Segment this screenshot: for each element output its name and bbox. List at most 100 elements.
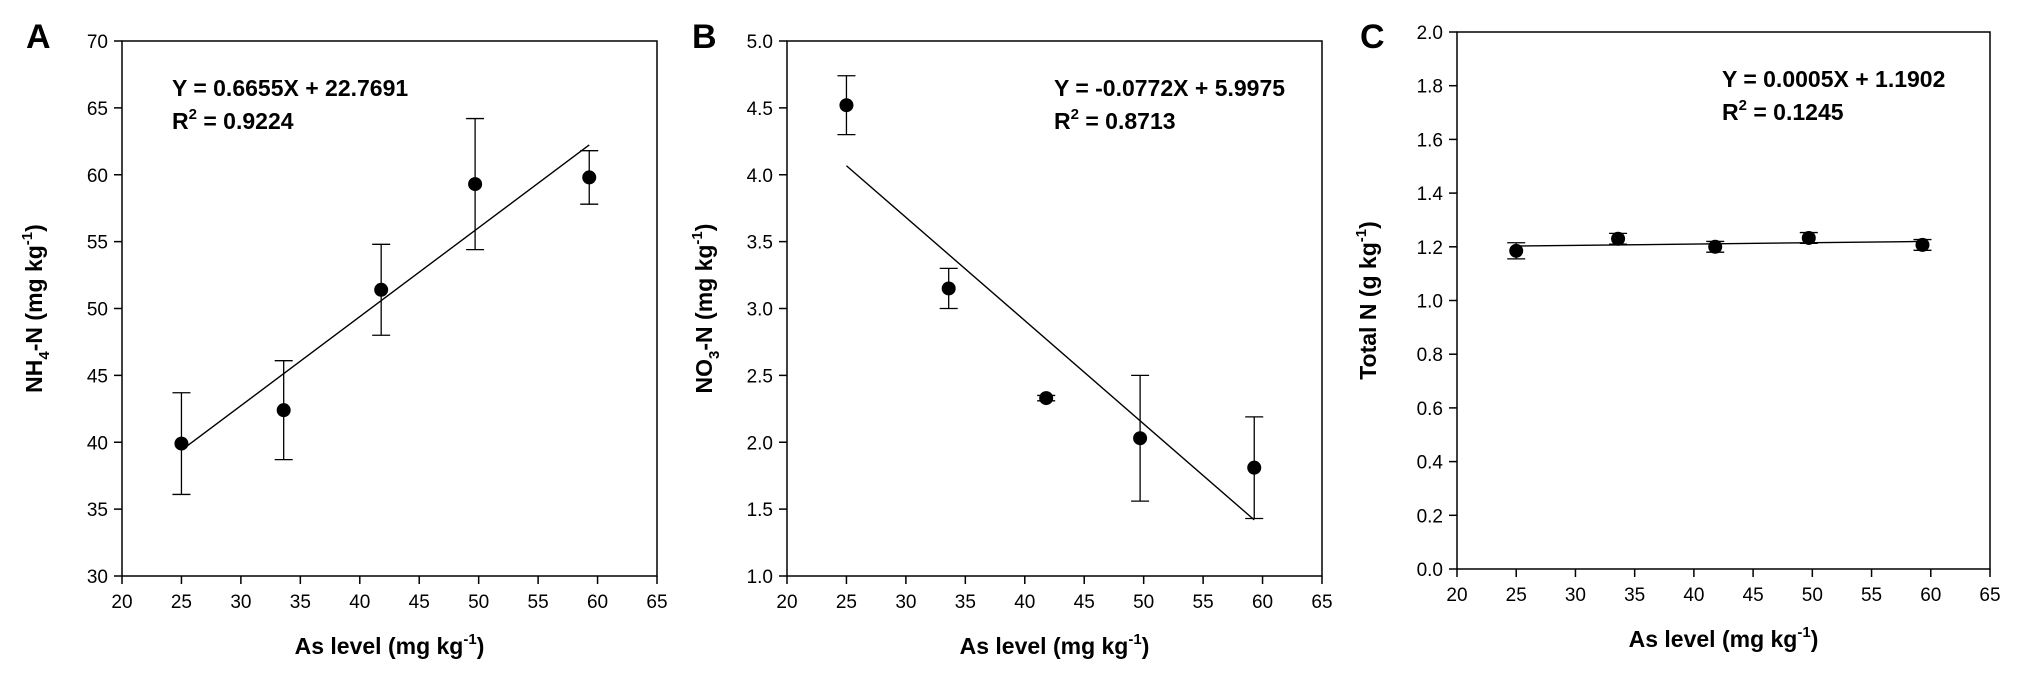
y-tick-label: 0.6 [1417,399,1443,420]
data-point [1611,231,1626,246]
x-tick-label: 55 [528,592,549,613]
data-point [1915,237,1930,252]
y-tick-label: 5.0 [747,32,773,53]
y-tick-label: 40 [87,433,108,454]
r-squared: R2 = 0.1245 [1722,97,1844,125]
x-tick-label: 35 [1624,585,1645,606]
regression-equation: Y = -0.0772X + 5.9975 [1054,75,1285,101]
x-tick-label: 60 [1252,592,1273,613]
x-tick-label: 40 [349,592,370,613]
x-tick-label: 40 [1683,585,1704,606]
y-tick-label: 1.0 [1417,292,1443,313]
x-tick-label: 40 [1014,592,1035,613]
x-tick-label: 60 [1920,585,1941,606]
data-point [839,98,854,113]
y-tick-label: 1.2 [1417,238,1443,259]
x-tick-label: 45 [1743,585,1764,606]
regression-line [845,165,1255,521]
y-tick-label: 2.0 [1417,23,1443,44]
data-point [174,436,189,451]
data-point [276,403,291,418]
x-axis-title: As level (mg kg-1) [1629,624,1819,652]
x-tick-label: 50 [1133,592,1154,613]
y-tick-label: 4.5 [747,99,773,120]
x-axis-title-sup: -1 [1128,631,1141,648]
x-tick-label: 20 [776,592,797,613]
y-axis-title-base: Total N (g kg [1355,242,1381,380]
y-axis-title-base: NH [21,360,47,393]
y-axis-title-sub: 4 [36,351,53,360]
y-tick-label: 35 [87,500,108,521]
y-tick-label: 1.6 [1417,130,1443,151]
y-tick-label: 2.5 [747,366,773,387]
r-squared-sup: 2 [1739,97,1747,114]
y-tick-label: 1.5 [747,500,773,521]
y-tick-label: 50 [87,300,108,321]
regression-equation: Y = 0.6655X + 22.7691 [172,75,408,101]
y-axis-title-mid: -N (mg kg [21,245,47,351]
x-tick-label: 30 [895,592,916,613]
r-squared-sup: 2 [189,106,197,123]
panel-c: C 20 25 30 35 40 45 50 55 60 65 0.0 0.2 0.4 0.6 0.8 1.0 1… [1353,18,2001,652]
x-axis-title: As level (mg kg-1) [960,631,1150,659]
x-tick-label: 55 [1861,585,1882,606]
panel-label: B [692,18,717,56]
x-tick-label: 25 [836,592,857,613]
y-axis-title-end: ) [691,224,717,232]
x-axis-title-sup: -1 [463,631,476,648]
x-tick-label: 30 [230,592,251,613]
y-tick-label: 2.0 [747,433,773,454]
x-axis-title-text: As level (mg kg [960,633,1129,659]
y-axis-title: NH4-N (mg kg-1) [19,224,53,393]
y-tick-label: 65 [87,99,108,120]
y-axis-title-sup: -1 [1353,229,1370,242]
y-tick-label: 0.2 [1417,506,1443,527]
x-tick-label: 65 [1311,592,1332,613]
y-axis-title-mid: -N (mg kg [691,245,717,351]
data-point [1801,230,1816,245]
r-squared-label: R [1054,108,1071,134]
x-tick-label: 60 [587,592,608,613]
y-tick-label: 0.0 [1417,560,1443,581]
regression-equation: Y = 0.0005X + 1.1902 [1722,66,1945,92]
y-axis-title: NO3-N (mg kg-1) [689,224,723,394]
y-axis-title-sub: 3 [706,351,723,359]
data-point [1039,391,1054,406]
x-tick-label: 35 [290,592,311,613]
y-tick-label: 70 [87,32,108,53]
data-point [374,282,389,297]
y-axis-title: Total N (g kg-1) [1353,221,1381,380]
r-squared-sup: 2 [1071,106,1079,123]
x-tick-label: 30 [1565,585,1586,606]
r-squared-value: = 0.1245 [1747,99,1844,125]
x-tick-label: 35 [955,592,976,613]
y-tick-label: 3.0 [747,300,773,321]
x-tick-label: 20 [111,592,132,613]
x-tick-label: 65 [1979,585,2000,606]
x-tick-label: 50 [1802,585,1823,606]
x-tick-label: 20 [1446,585,1467,606]
x-tick-label: 55 [1193,592,1214,613]
data-point [941,281,956,296]
y-tick-label: 0.4 [1417,453,1444,474]
y-tick-label: 30 [87,567,108,588]
x-tick-label: 25 [1506,585,1527,606]
data-point [1133,431,1148,446]
y-tick-label: 1.0 [747,567,773,588]
y-axis-title-base: NO [691,359,717,394]
x-axis-title: As level (mg kg-1) [295,631,485,659]
r-squared-label: R [1722,99,1739,125]
data-point [1509,243,1524,258]
y-tick-label: 60 [87,166,108,187]
r-squared-label: R [172,108,189,134]
panel-b: B 20 25 30 35 40 45 50 55 60 65 1.0 1.5 2.0 2.5 3.0 3.5 4… [689,18,1333,659]
r-squared: R2 = 0.9224 [172,106,294,134]
y-tick-label: 1.4 [1417,184,1444,205]
y-tick-label: 4.0 [747,166,773,187]
x-tick-label: 50 [468,592,489,613]
data-point [468,177,483,192]
r-squared-value: = 0.9224 [197,108,294,134]
y-axis-title-end: ) [1355,221,1381,229]
y-axis-title-sup: -1 [19,232,36,245]
